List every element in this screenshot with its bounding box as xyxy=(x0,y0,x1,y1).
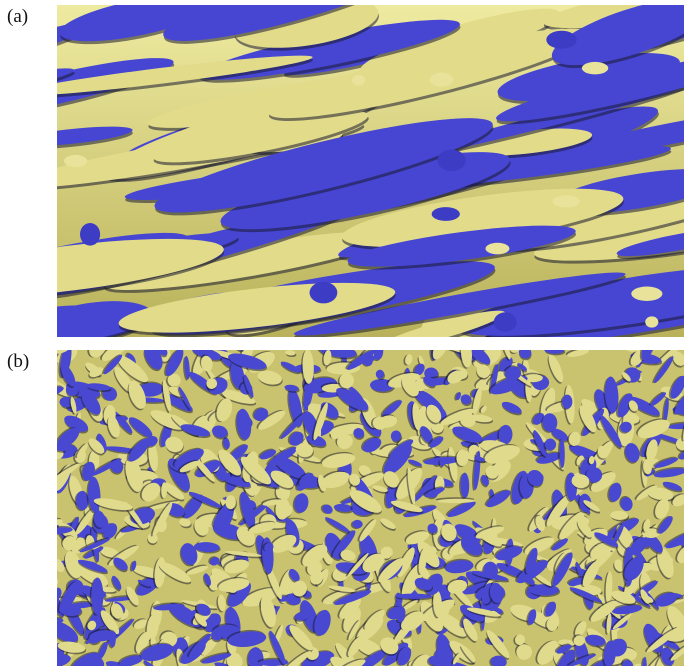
surface-blob xyxy=(430,73,454,87)
panel-label: (b) xyxy=(7,351,29,373)
figure: (a) (b) (() => { const data = JSON.parse… xyxy=(0,0,684,671)
surface-blob xyxy=(645,316,658,327)
panel-label: (a) xyxy=(7,6,28,28)
surface-blob xyxy=(546,31,576,49)
panel-a-rendering xyxy=(57,5,684,337)
surface-blob xyxy=(64,155,87,167)
surface-blob xyxy=(494,312,517,331)
surface-blob xyxy=(310,282,338,304)
surface-blob xyxy=(438,150,466,172)
panel-b-rendering xyxy=(57,350,684,666)
surface-blob xyxy=(80,223,100,246)
surface-blob xyxy=(582,62,608,74)
surface-blob xyxy=(553,195,580,207)
surface-blob xyxy=(352,75,365,86)
surface-blob xyxy=(631,287,662,301)
surface-blob xyxy=(562,395,572,409)
surface-blob xyxy=(485,243,509,255)
surface-blob xyxy=(432,207,460,221)
